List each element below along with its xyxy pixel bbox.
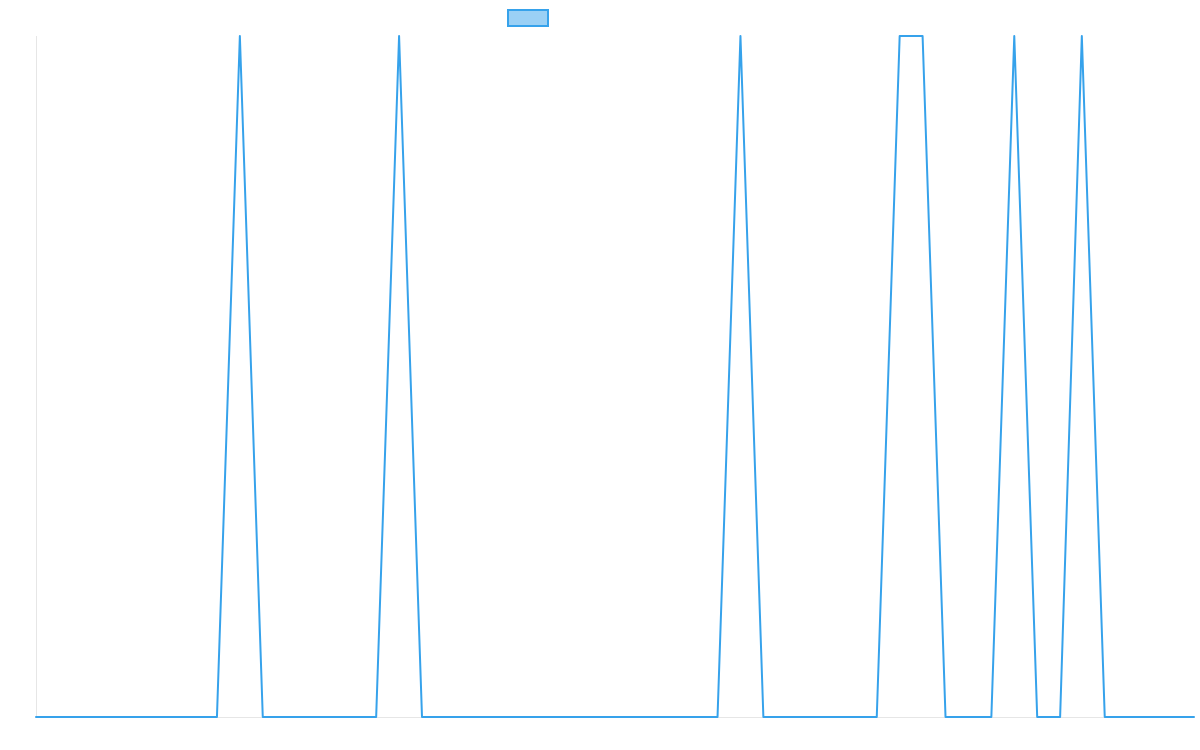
series-line [35, 35, 1195, 718]
legend[interactable] [507, 9, 549, 27]
legend-swatch[interactable] [507, 9, 549, 27]
